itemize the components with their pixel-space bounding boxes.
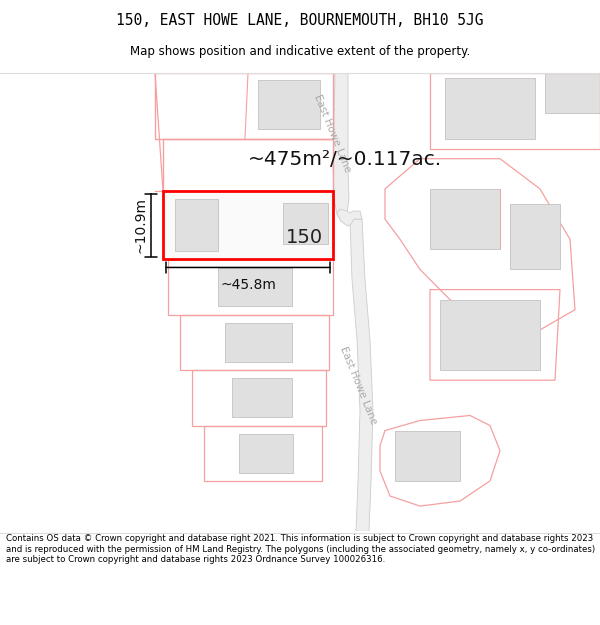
- Polygon shape: [175, 199, 218, 251]
- Polygon shape: [239, 434, 293, 472]
- Polygon shape: [218, 268, 292, 306]
- Polygon shape: [225, 323, 292, 362]
- Text: ~45.8m: ~45.8m: [220, 278, 276, 291]
- Polygon shape: [440, 299, 540, 370]
- Polygon shape: [430, 189, 500, 249]
- Text: East Howe Lane: East Howe Lane: [312, 93, 352, 174]
- Polygon shape: [545, 73, 600, 113]
- Text: 150, EAST HOWE LANE, BOURNEMOUTH, BH10 5JG: 150, EAST HOWE LANE, BOURNEMOUTH, BH10 5…: [116, 13, 484, 28]
- Polygon shape: [163, 191, 333, 259]
- Text: 150: 150: [286, 228, 323, 248]
- Text: ~10.9m: ~10.9m: [133, 197, 147, 253]
- Polygon shape: [258, 80, 320, 129]
- Polygon shape: [283, 203, 328, 244]
- Text: Map shows position and indicative extent of the property.: Map shows position and indicative extent…: [130, 46, 470, 58]
- Text: ~475m²/~0.117ac.: ~475m²/~0.117ac.: [248, 150, 442, 169]
- Polygon shape: [337, 209, 362, 226]
- Text: East Howe Lane: East Howe Lane: [338, 345, 378, 426]
- Polygon shape: [445, 78, 535, 139]
- Text: Contains OS data © Crown copyright and database right 2021. This information is : Contains OS data © Crown copyright and d…: [6, 534, 595, 564]
- Polygon shape: [333, 73, 349, 221]
- Polygon shape: [510, 204, 560, 269]
- Polygon shape: [350, 219, 373, 531]
- Polygon shape: [232, 379, 292, 418]
- Polygon shape: [395, 431, 460, 481]
